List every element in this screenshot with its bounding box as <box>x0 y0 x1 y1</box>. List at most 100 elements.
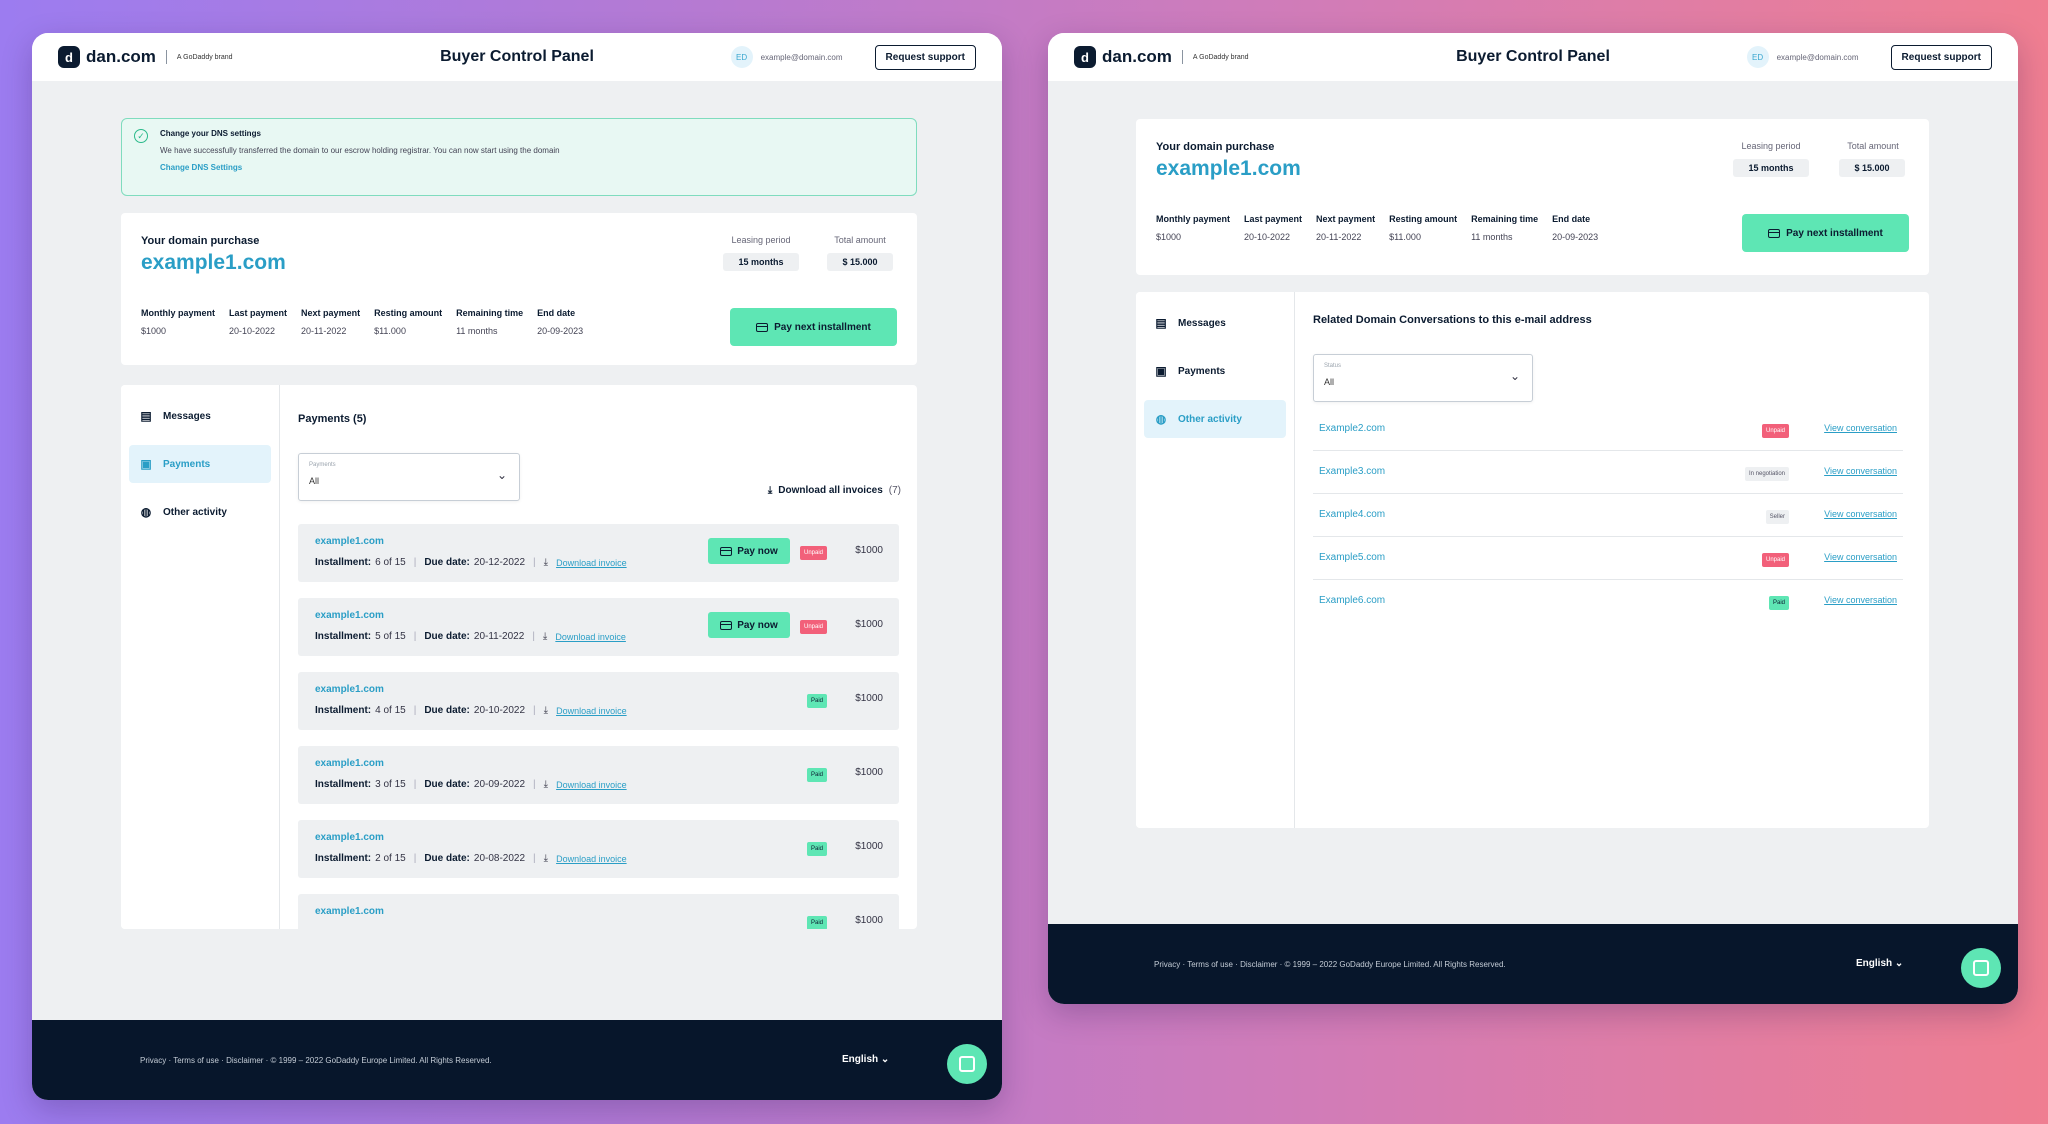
payment-domain[interactable]: example1.com <box>315 610 384 621</box>
payments-main: Payments (5) Payments All ⌄ ⤓ Download a… <box>280 385 917 929</box>
leasing-period-label: Leasing period <box>731 235 791 245</box>
download-invoice-link[interactable]: Download invoice <box>555 631 626 642</box>
sidebar-item-messages[interactable]: ▤ Messages <box>1155 316 1226 330</box>
view-conversation-link[interactable]: View conversation <box>1824 466 1897 476</box>
pay-now-button[interactable]: Pay now <box>708 612 790 638</box>
payments-window: d dan.com A GoDaddy brand Buyer Control … <box>32 33 1002 1100</box>
payment-details: Installment: 2 of 15 | Due date: 20-08-2022… <box>315 853 627 864</box>
payment-domain[interactable]: example1.com <box>315 758 384 769</box>
payment-domain[interactable]: example1.com <box>315 536 384 547</box>
cash-icon: ▣ <box>140 457 152 471</box>
footer-legal[interactable]: Privacy · Terms of use · Disclaimer · © … <box>1154 960 1506 969</box>
view-conversation-link[interactable]: View conversation <box>1824 423 1897 433</box>
pay-now-button[interactable]: Pay now <box>708 538 790 564</box>
message-icon: ▤ <box>140 409 152 423</box>
sidebar-item-payments[interactable]: ▣ Payments <box>1155 364 1226 378</box>
download-invoice-link[interactable]: Download invoice <box>556 705 627 716</box>
chat-button[interactable] <box>1961 948 2001 988</box>
credit-card-icon <box>720 620 733 630</box>
credit-card-icon <box>1768 228 1781 238</box>
brand-name: dan.com <box>1102 47 1172 66</box>
language-select[interactable]: English ⌄ <box>1856 958 1904 969</box>
avatar[interactable]: ED <box>730 46 753 68</box>
sidebar-item-other-activity[interactable]: ◍ Other activity <box>1144 400 1286 438</box>
purchase-card: Your domain purchase example1.com Leasin… <box>121 213 917 365</box>
payment-amount: $1000 <box>855 767 883 778</box>
status-badge: Paid <box>1768 596 1789 610</box>
sidebar-item-other-activity[interactable]: ◍ Other activity <box>140 505 227 519</box>
brand-name: dan.com <box>86 47 156 66</box>
request-support-button[interactable]: Request support <box>1890 44 1992 70</box>
conversation-domain[interactable]: Example3.com <box>1319 466 1386 477</box>
conversation-row: Example5.com Unpaid View conversation <box>1313 538 1903 580</box>
sidebar: ▤ Messages ▣ Payments ◍ Other activity <box>1136 292 1295 828</box>
purchase-domain[interactable]: example1.com <box>141 251 286 274</box>
globe-icon: ◍ <box>1155 412 1167 426</box>
logo-divider <box>1181 50 1183 64</box>
download-icon: ⤓ <box>543 705 549 716</box>
conversation-domain[interactable]: Example6.com <box>1319 595 1386 606</box>
status-filter-select[interactable]: Status All ⌄ <box>1313 354 1533 402</box>
payment-row: example1.com Installment: 6 of 15 | Due da… <box>298 524 899 582</box>
payments-title: Payments (5) <box>298 413 367 425</box>
conversation-row: Example2.com Unpaid View conversation <box>1313 409 1903 451</box>
payment-details: Installment: 6 of 15 | Due date: 20-12-2022… <box>315 557 627 568</box>
footer-legal[interactable]: Privacy · Terms of use · Disclaimer · © … <box>140 1056 492 1065</box>
top-bar: d dan.com A GoDaddy brand Buyer Control … <box>1048 33 2018 81</box>
language-select[interactable]: English ⌄ <box>842 1054 890 1065</box>
view-conversation-link[interactable]: View conversation <box>1824 552 1897 562</box>
leasing-period-label: Leasing period <box>1741 141 1801 151</box>
sidebar-item-payments[interactable]: ▣ Payments <box>129 445 271 483</box>
download-invoice-link[interactable]: Download invoice <box>556 853 627 864</box>
download-icon: ⤓ <box>543 779 549 790</box>
stat-end-date: End date 20-09-2023 <box>537 308 584 336</box>
payment-amount: $1000 <box>855 545 883 556</box>
stat-monthly: Monthly payment $1000 <box>1156 214 1231 242</box>
stat-last-payment: Last payment 20-10-2022 <box>1244 214 1303 242</box>
credit-card-icon <box>720 546 733 556</box>
globe-icon: ◍ <box>140 505 152 519</box>
top-bar: d dan.com A GoDaddy brand Buyer Control … <box>32 33 1002 81</box>
download-invoice-link[interactable]: Download invoice <box>556 557 627 568</box>
chat-button[interactable] <box>947 1044 987 1084</box>
pay-next-installment-button[interactable]: Pay next installment <box>730 308 897 346</box>
conversation-domain[interactable]: Example2.com <box>1319 423 1386 434</box>
chevron-down-icon: ⌄ <box>496 468 507 482</box>
brand-sub: A GoDaddy brand <box>1192 53 1249 61</box>
download-icon: ⤓ <box>767 485 773 496</box>
change-dns-link[interactable]: Change DNS Settings <box>160 163 243 172</box>
cash-icon: ▣ <box>1155 364 1167 378</box>
view-conversation-link[interactable]: View conversation <box>1824 509 1897 519</box>
sidebar-item-messages[interactable]: ▤ Messages <box>140 409 211 423</box>
payments-filter-select[interactable]: Payments All ⌄ <box>298 453 520 501</box>
payment-stats: Monthly payment $1000 Last payment 20-10-2… <box>141 308 583 336</box>
total-amount-label: Total amount <box>1847 141 1899 151</box>
download-all-invoices-button[interactable]: ⤓ Download all invoices (7) <box>767 485 901 496</box>
content-panel: ▤ Messages ▣ Payments ◍ Other activity P… <box>121 385 917 929</box>
dan-logo-icon: d <box>1074 46 1096 68</box>
stat-remaining: Remaining time 11 months <box>456 308 524 336</box>
footer: Privacy · Terms of use · Disclaimer · © … <box>1048 924 2018 1004</box>
stat-last-payment: Last payment 20-10-2022 <box>229 308 288 336</box>
payment-domain[interactable]: example1.com <box>315 832 384 843</box>
stat-next-payment: Next payment 20-11-2022 <box>301 308 361 336</box>
view-conversation-link[interactable]: View conversation <box>1824 595 1897 605</box>
sidebar: ▤ Messages ▣ Payments ◍ Other activity <box>121 385 280 929</box>
download-invoice-link[interactable]: Download invoice <box>556 779 627 790</box>
conversation-domain[interactable]: Example4.com <box>1319 509 1386 520</box>
conversation-row: Example4.com Seller View conversation <box>1313 495 1903 537</box>
payment-details: Installment: 3 of 15 | Due date: 20-09-2022… <box>315 779 627 790</box>
status-badge: Paid <box>806 694 827 708</box>
status-badge: Seller <box>1765 510 1789 524</box>
purchase-domain[interactable]: example1.com <box>1156 157 1301 180</box>
payment-domain[interactable]: example1.com <box>315 906 384 917</box>
logo[interactable]: d dan.com A GoDaddy brand <box>1074 46 1249 68</box>
payment-row: example1.com Installment: 2 of 15 | Due da… <box>298 820 899 878</box>
pay-next-installment-button[interactable]: Pay next installment <box>1742 214 1909 252</box>
logo[interactable]: d dan.com A GoDaddy brand <box>58 46 233 68</box>
request-support-button[interactable]: Request support <box>874 44 976 70</box>
avatar[interactable]: ED <box>1746 46 1769 68</box>
payment-domain[interactable]: example1.com <box>315 684 384 695</box>
conversation-domain[interactable]: Example5.com <box>1319 552 1386 563</box>
leasing-period-value: 15 months <box>723 253 799 271</box>
